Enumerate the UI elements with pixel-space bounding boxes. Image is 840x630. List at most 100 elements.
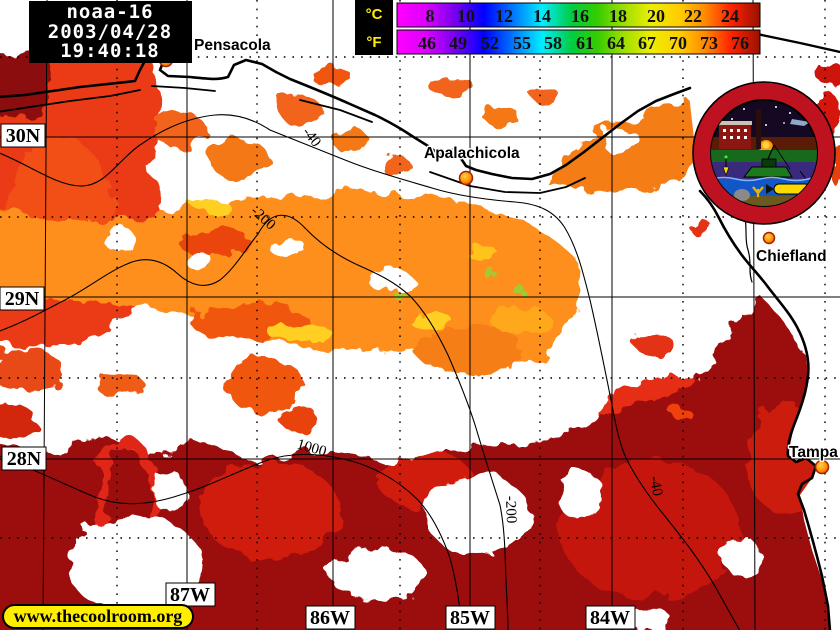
sst-blob bbox=[560, 460, 740, 600]
fahrenheit-ticks: 46 49 52 55 58 61 64 67 70 73 76 bbox=[418, 33, 749, 53]
c-tick: 22 bbox=[684, 6, 702, 26]
cloud-hole bbox=[272, 240, 308, 260]
sst-blob bbox=[490, 306, 550, 334]
cloud-hole bbox=[725, 536, 759, 578]
sst-blob bbox=[0, 404, 36, 436]
capture-date: 2003/04/28 bbox=[48, 21, 172, 43]
f-tick: 46 bbox=[418, 33, 436, 53]
building bbox=[718, 109, 761, 149]
sst-blob bbox=[0, 348, 63, 392]
temperature-colorbar: °C °F 8 10 12 14 16 18 20 22 24 46 49 52… bbox=[355, 0, 761, 55]
satellite-name: noaa-16 bbox=[66, 1, 153, 23]
c-tick: 16 bbox=[571, 6, 589, 26]
cloud-hole bbox=[186, 254, 214, 270]
city-label-pensacola: Pensacola bbox=[194, 37, 271, 54]
sst-blob bbox=[179, 228, 251, 258]
header-bg bbox=[29, 1, 192, 63]
wave-line bbox=[711, 176, 817, 182]
city-label-apalachicola: Apalachicola bbox=[424, 145, 520, 162]
c-tick: 8 bbox=[426, 6, 435, 26]
lat-label-text: 29N bbox=[5, 288, 40, 310]
cloud-hole bbox=[368, 268, 412, 292]
f-tick: 76 bbox=[731, 33, 749, 53]
lon-label-text: 84W bbox=[590, 607, 630, 629]
river bbox=[743, 213, 753, 283]
rutgers-cool-logo: RUTGERS UNIVERSITY COASTAL OCEAN OBSERVA… bbox=[692, 81, 836, 225]
lat-label-30n: 30N bbox=[0, 123, 46, 148]
contour-label: -40 bbox=[646, 475, 665, 497]
sst-blob bbox=[96, 372, 144, 398]
sst-blob bbox=[268, 323, 332, 343]
c-tick: 18 bbox=[609, 6, 627, 26]
lat-label-29n: 29N bbox=[0, 286, 45, 311]
f-tick: 70 bbox=[669, 33, 687, 53]
watermark[interactable]: www.thecoolroom.org bbox=[2, 604, 194, 629]
f-tick: 52 bbox=[481, 33, 499, 53]
fahrenheit-scale-bar bbox=[396, 29, 761, 55]
sst-blob bbox=[635, 335, 675, 355]
gulf-coast bbox=[0, 45, 692, 181]
watermark-text[interactable]: www.thecoolroom.org bbox=[14, 606, 183, 626]
sst-blob bbox=[408, 312, 452, 328]
f-tick: 67 bbox=[638, 33, 656, 53]
celsius-scale-bar bbox=[396, 2, 761, 28]
sst-blob bbox=[310, 65, 350, 85]
sst-blob bbox=[514, 287, 526, 295]
celsius-unit-label: °C bbox=[366, 6, 383, 23]
capture-time: 19:40:18 bbox=[60, 40, 160, 62]
cloud-hole bbox=[330, 549, 426, 601]
contour-200m bbox=[0, 214, 509, 630]
lon-label-87w: 87W bbox=[165, 582, 216, 607]
ne-coast-segment bbox=[755, 32, 840, 54]
c-tick: 24 bbox=[721, 6, 739, 26]
sst-blob bbox=[670, 406, 690, 418]
sst-blob bbox=[0, 52, 51, 117]
c-tick: 14 bbox=[533, 6, 551, 26]
c-tick: 20 bbox=[647, 6, 665, 26]
f-tick: 61 bbox=[576, 33, 594, 53]
f-tick: 55 bbox=[513, 33, 531, 53]
city-label-chiefland: Chiefland bbox=[756, 248, 827, 265]
header-block: noaa-16 2003/04/28 19:40:18 bbox=[29, 1, 192, 63]
lon-label-86w: 86W bbox=[305, 605, 356, 630]
f-tick: 64 bbox=[607, 33, 625, 53]
fishing-boat bbox=[742, 144, 807, 180]
buoy bbox=[722, 155, 730, 176]
c-tick: 10 bbox=[457, 6, 475, 26]
sst-blob bbox=[428, 73, 472, 97]
lat-label-text: 30N bbox=[6, 125, 41, 147]
sst-blob bbox=[688, 220, 712, 234]
sst-blob bbox=[225, 359, 305, 411]
contour-40m bbox=[0, 114, 741, 630]
bigbend-coast bbox=[698, 189, 832, 630]
contour-label: 1000 bbox=[295, 436, 328, 460]
colorbar-unit-bg bbox=[355, 0, 393, 55]
city-dot-apalachicola bbox=[458, 170, 474, 186]
f-tick: 49 bbox=[449, 33, 467, 53]
logo-scene bbox=[711, 106, 817, 206]
lon-label-84w: 84W bbox=[585, 605, 636, 630]
sst-blob bbox=[280, 408, 320, 432]
lon-label-text: 85W bbox=[450, 607, 490, 629]
contour-1000m bbox=[0, 453, 463, 630]
c-tick: 12 bbox=[495, 6, 513, 26]
celsius-ticks: 8 10 12 14 16 18 20 22 24 bbox=[426, 6, 740, 26]
fahrenheit-unit-label: °F bbox=[366, 34, 381, 51]
sst-blob bbox=[200, 462, 340, 558]
contour-label: -200 bbox=[502, 496, 519, 524]
sst-blob bbox=[482, 105, 518, 125]
lon-label-85w: 85W bbox=[445, 605, 496, 630]
sst-blob bbox=[531, 87, 559, 103]
sst-blob bbox=[817, 64, 840, 86]
watermark-bg[interactable] bbox=[2, 604, 194, 629]
graticule-labels: 30N 29N 28N 87W 86W 85W 84W bbox=[0, 123, 636, 630]
sst-blob bbox=[210, 140, 270, 180]
city-markers: Pensacola Apalachicola Chiefland Tampa bbox=[158, 36, 840, 475]
cloud-hole bbox=[152, 468, 184, 512]
sun-core bbox=[762, 141, 770, 149]
sst-blob bbox=[154, 112, 206, 148]
cloud-hole bbox=[104, 228, 136, 252]
land-florida-tampa bbox=[788, 376, 840, 630]
